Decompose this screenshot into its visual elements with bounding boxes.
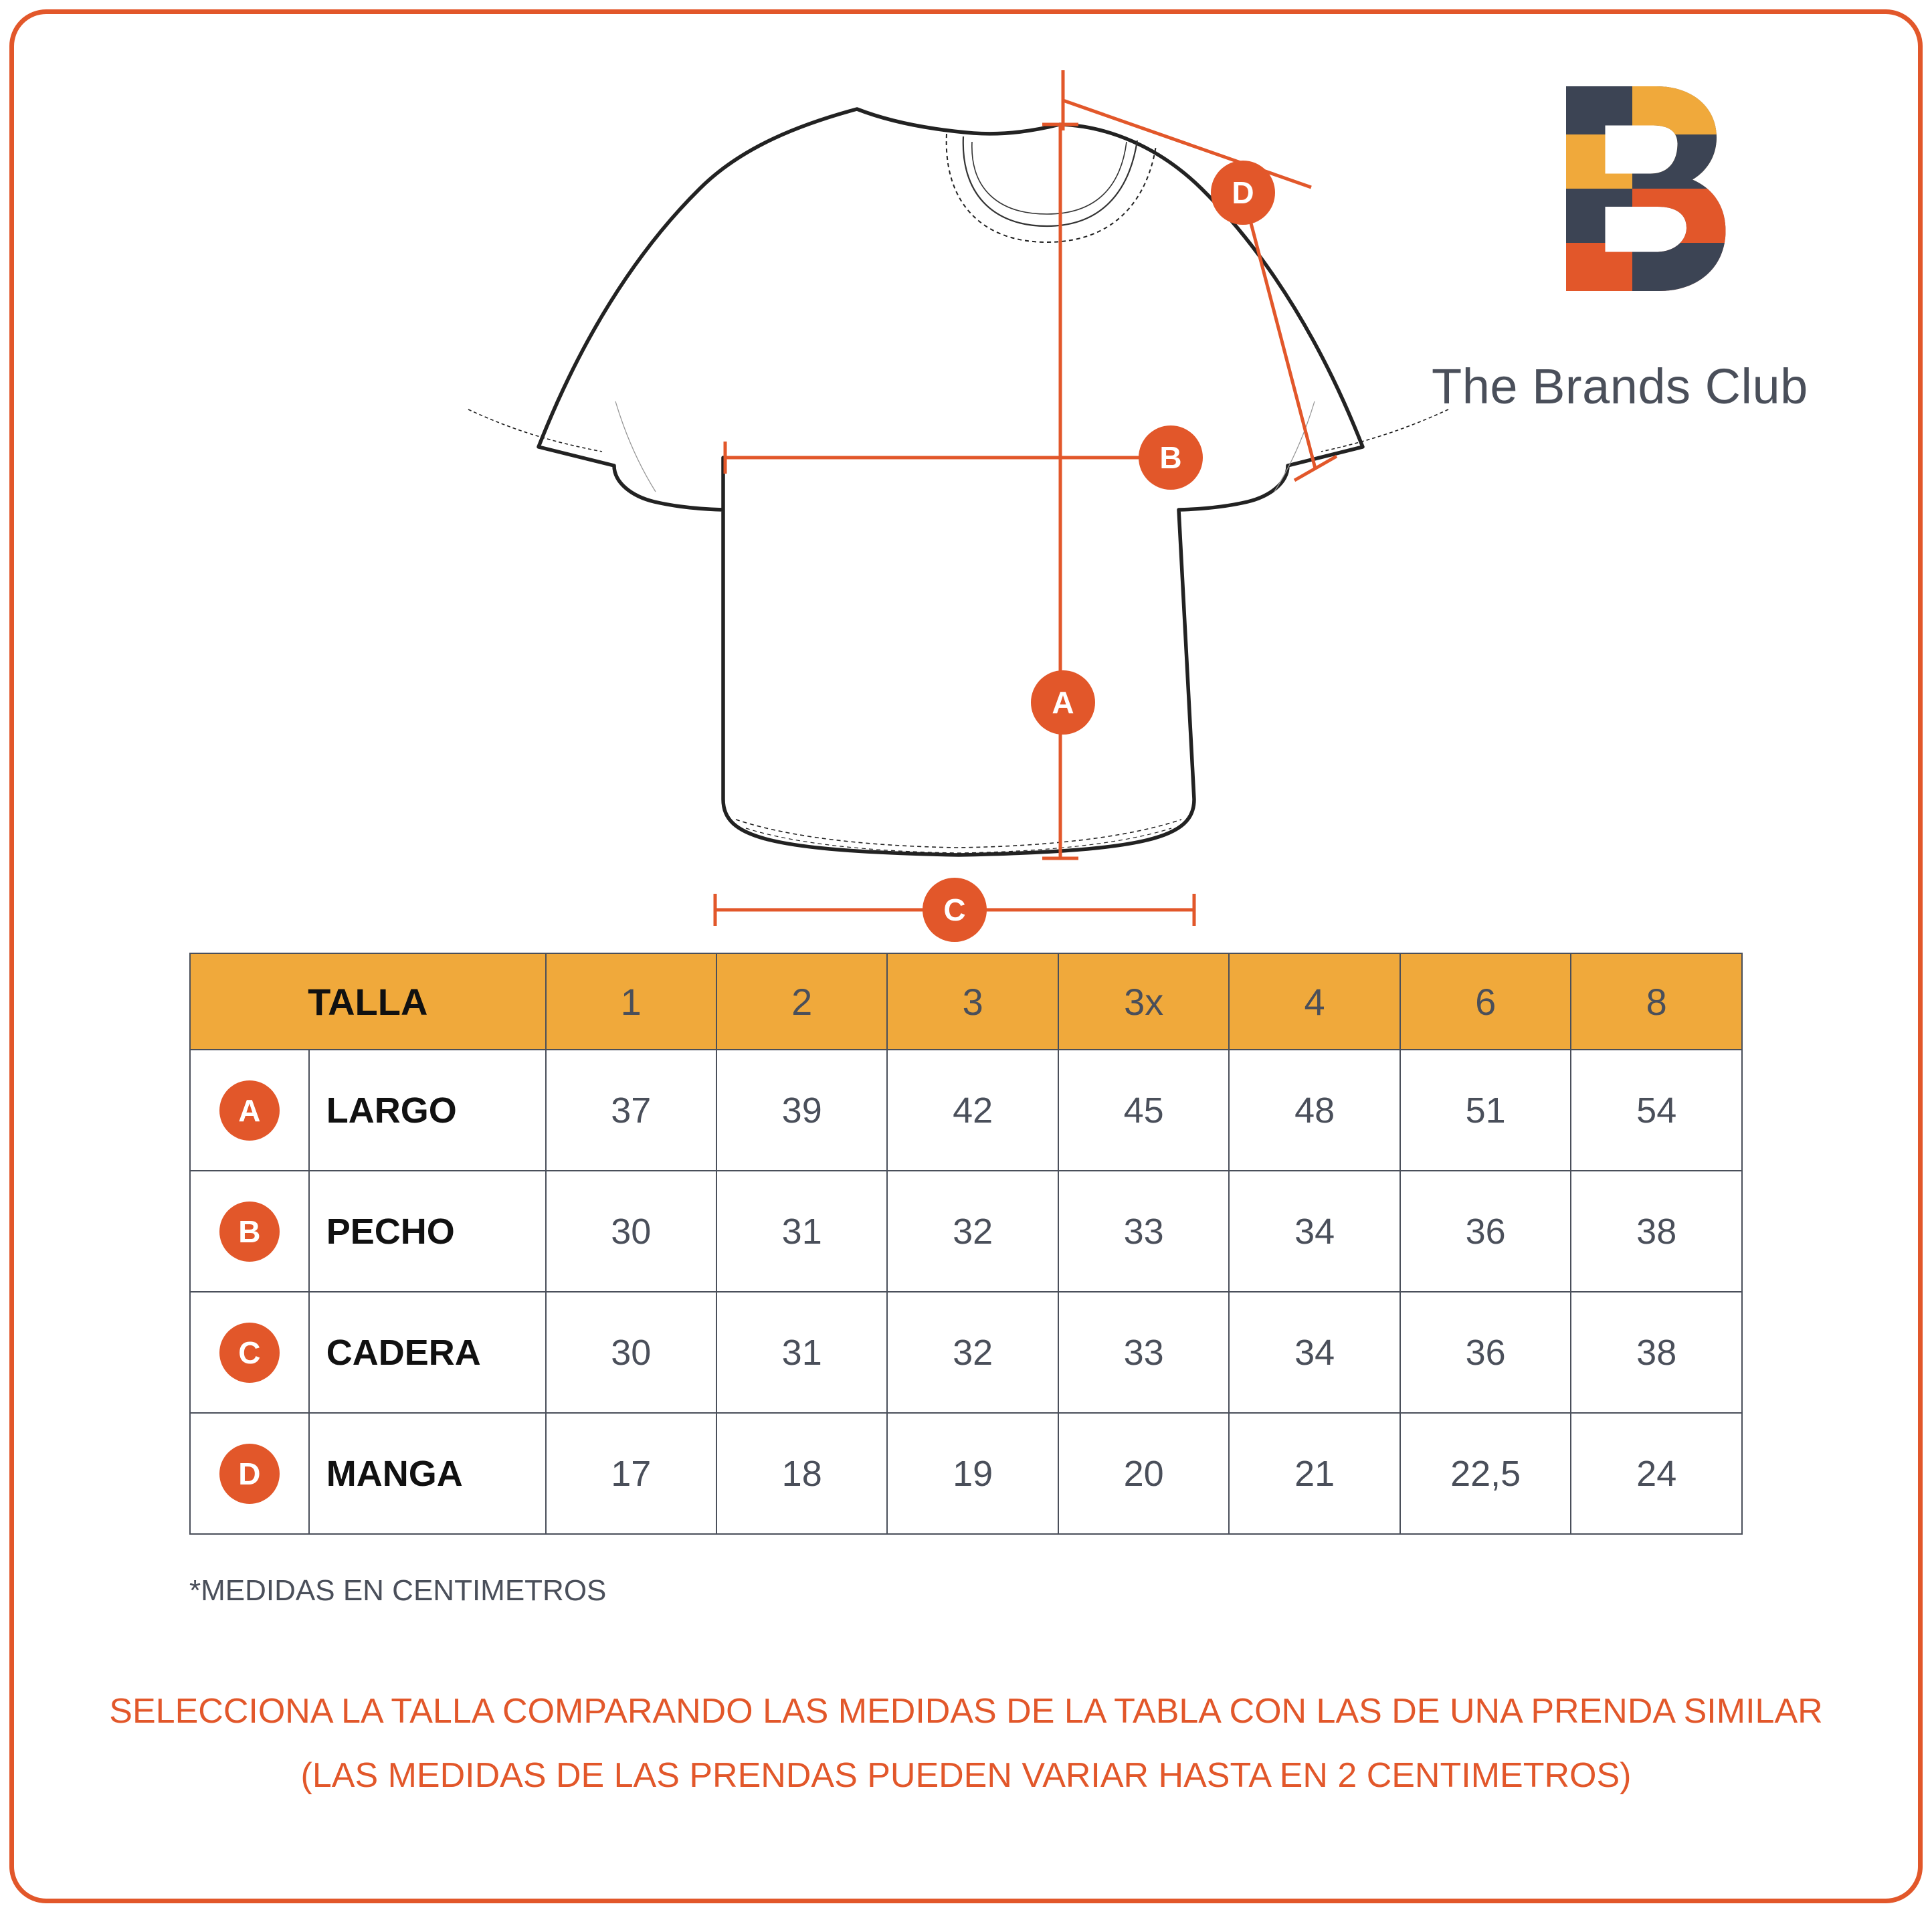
svg-text:C: C <box>943 892 965 927</box>
svg-text:A: A <box>1052 685 1074 720</box>
svg-text:D: D <box>1232 175 1254 210</box>
svg-text:B: B <box>1159 440 1181 475</box>
